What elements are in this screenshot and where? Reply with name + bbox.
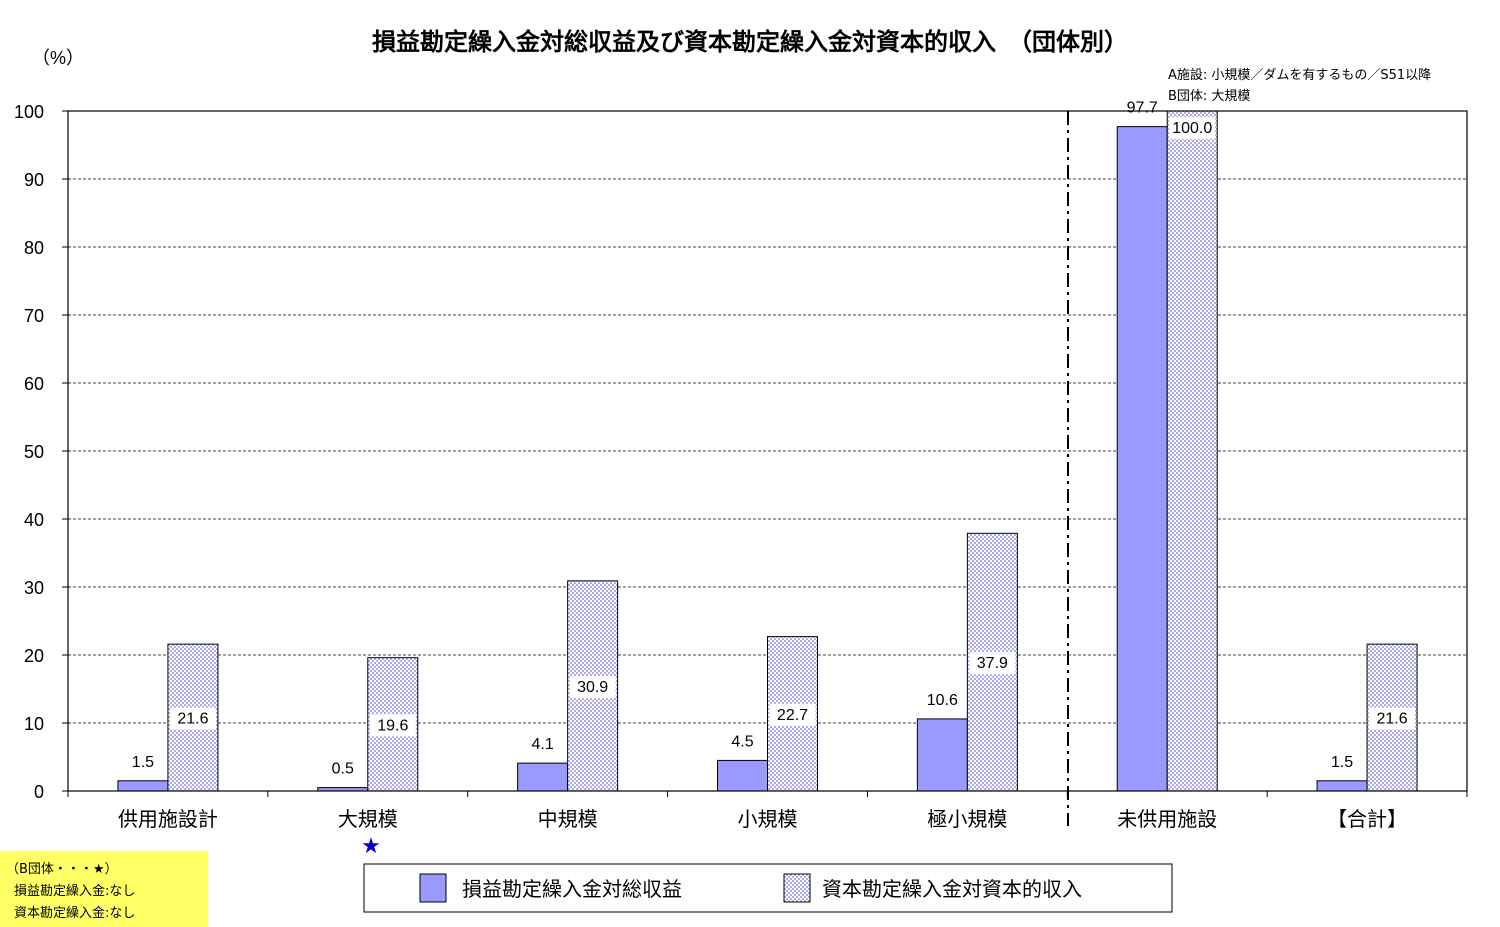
data-label-bg xyxy=(569,675,616,698)
bars xyxy=(117,110,1418,792)
data-label-bg xyxy=(1169,117,1216,139)
y-tick-label: 80 xyxy=(24,238,44,258)
category-label: 中規模 xyxy=(538,807,598,831)
y-tick-label: 90 xyxy=(24,170,44,190)
data-label-series-2: 100.0 xyxy=(1172,120,1212,137)
y-tick-label: 40 xyxy=(24,510,44,530)
data-label-series-2: 21.6 xyxy=(177,711,208,728)
data-label-series-1: 0.5 xyxy=(332,761,354,778)
y-axis-ticks: 0 10 20 30 40 50 60 70 80 90 100 xyxy=(14,102,1468,802)
y-tick-label: 0 xyxy=(34,782,44,802)
data-label-series-1: 4.1 xyxy=(532,736,554,753)
data-labels: 1.5 21.6 0.5 19.6 4.1 30.9 4.5 22.7 10.6 37.9 97.7… xyxy=(132,100,1416,778)
y-axis-unit: （%） xyxy=(32,48,84,68)
data-label-series-1: 1.5 xyxy=(132,754,154,771)
y-tick-label: 30 xyxy=(24,578,44,598)
y-tick-label: 60 xyxy=(24,374,44,394)
data-label-bg xyxy=(369,714,416,737)
data-label-series-1: 10.6 xyxy=(927,692,958,709)
footnote-line-1: （B団体・・・★） xyxy=(6,862,118,877)
category-label: 小規模 xyxy=(738,807,798,831)
annotation-line-1: A施設: 小規模／ダムを有するもの／S51以降 xyxy=(1168,67,1431,83)
footnote-box xyxy=(0,851,208,927)
bar-series-1 xyxy=(1116,126,1168,792)
category-label: 極小規模 xyxy=(927,807,1007,831)
data-label-series-1: 4.5 xyxy=(731,733,753,750)
bar-series-1 xyxy=(517,762,569,792)
data-label-bg xyxy=(1369,707,1416,730)
data-label-series-2: 37.9 xyxy=(977,655,1008,672)
category-label: 未供用施設 xyxy=(1117,807,1217,831)
data-label-series-2: 19.6 xyxy=(377,717,408,734)
footnote-line-3: 資本勘定繰入金:なし xyxy=(14,905,135,921)
bar-series-1 xyxy=(916,718,968,792)
data-label-series-2: 30.9 xyxy=(577,679,608,696)
chart-title: 損益勘定繰入金対総収益及び資本勘定繰入金対資本的収入 （団体別） xyxy=(372,28,1128,56)
y-tick-label: 70 xyxy=(24,306,44,326)
gridlines xyxy=(68,178,1467,724)
y-tick-label: 50 xyxy=(24,442,44,462)
data-label-bg xyxy=(169,707,216,730)
annotation-line-2: B団体: 大規模 xyxy=(1168,89,1250,104)
data-label-series-1: 97.7 xyxy=(1127,100,1158,117)
bar-series-2 xyxy=(1166,110,1218,792)
legend-label-series-1: 損益勘定繰入金対総収益 xyxy=(462,877,682,901)
category-label: 供用施設計 xyxy=(118,807,218,831)
star-marker: ★ xyxy=(361,834,381,859)
category-label: 大規模 xyxy=(338,807,398,831)
data-label-bg xyxy=(969,652,1016,675)
legend-swatch-series-1 xyxy=(419,873,447,903)
category-label: 【合計】 xyxy=(1327,807,1407,831)
y-tick-label: 20 xyxy=(24,646,44,666)
legend-label-series-2: 資本勘定繰入金対資本的収入 xyxy=(822,877,1082,901)
legend-box xyxy=(363,863,1173,913)
data-label-series-2: 22.7 xyxy=(777,707,808,724)
bar-series-1 xyxy=(1316,780,1368,792)
bar-series-1 xyxy=(717,759,768,792)
plot-frame xyxy=(67,110,1468,792)
bar-series-1 xyxy=(117,780,169,792)
data-label-bg xyxy=(769,703,816,726)
footnote-line-2: 損益勘定繰入金:なし xyxy=(14,883,135,899)
data-label-series-1: 1.5 xyxy=(1331,754,1353,771)
y-tick-label: 10 xyxy=(24,714,44,734)
data-label-series-2: 21.6 xyxy=(1377,711,1408,728)
category-labels: 供用施設計 大規模 中規模 小規模 極小規模 未供用施設 【合計】 xyxy=(118,807,1407,831)
legend-swatch-series-2 xyxy=(783,873,811,903)
y-tick-label: 100 xyxy=(14,102,44,122)
